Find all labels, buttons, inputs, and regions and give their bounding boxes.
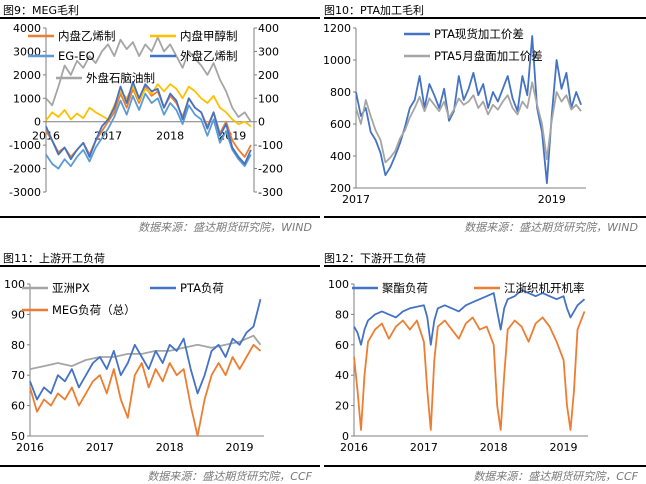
y-tick-label: 100 [328,278,349,291]
y-tick-label: 90 [11,308,25,321]
panel-rule-upstream-top [0,265,320,267]
series-line-3 [45,81,252,165]
y-tick-label: -1000 [9,139,41,152]
panel-rule-meg-bottom [0,216,320,218]
x-tick-label: 2018 [156,441,184,454]
x-tick-label: 2018 [480,441,508,454]
y-right-tick-label: 300 [258,45,279,58]
source-downstream: 数据来源：盛达期货研究院，CCF [473,470,638,483]
x-tick-label: 2017 [410,441,438,454]
legend-label-0: 内盘乙烯制 [58,29,116,43]
series-line-1 [29,298,262,401]
series-line-1 [353,311,586,431]
legend-label-2: MEG负荷（总） [52,303,136,317]
y-right-tick-label: 200 [258,69,279,82]
chart-upstream-load: 50 60 70 80 90 100 2016 2017 2018 2019 亚洲PX PTA负荷 ME… [4,278,264,454]
x-tick-label: 2016 [340,441,368,454]
y-tick-label: 600 [330,118,351,131]
y-tick-label: 2000 [13,69,41,82]
panel-rule-meg-top [0,17,320,19]
panel-rule-downstream-bottom [324,465,646,467]
y-right-tick-label: -300 [258,186,283,199]
x-tick-label: 2018 [156,130,184,143]
x-tick-label: 2016 [32,130,60,143]
chart-pta-margin: 200 400 600 800 1000 1200 2017 2019 PTA现货加工价差 PTA… [323,22,586,206]
legend-label-0: 亚洲PX [52,281,90,295]
legend-label-1: 内盘甲醇制 [180,29,238,43]
y-tick-label: 80 [335,308,349,321]
legend-label-0: PTA现货加工价差 [434,27,524,41]
y-tick-label: 0 [342,430,349,443]
panel-rule-upstream-bottom [0,465,320,467]
x-tick-label: 2017 [342,193,370,206]
legend-label-3: 外盘乙烯制 [180,49,238,63]
y-right-tick-label: -200 [258,163,283,176]
y-tick-label: 80 [11,339,25,352]
y-tick-label: 1200 [323,22,351,35]
legend-label-2: EG-EO [58,49,95,63]
panel-title-pta: 图10：PTA加工毛利 [324,4,425,17]
y-right-tick-label: 400 [258,22,279,35]
panel-rule-pta-bottom [324,216,646,218]
y-tick-label: 0 [34,116,41,129]
series-line-2 [29,343,262,437]
y-tick-label: 4000 [13,22,41,35]
legend-label-4: 外盘石脑油制 [86,71,155,85]
legend-label-1: PTA5月盘面加工价差 [434,49,543,63]
y-tick-label: 70 [11,369,25,382]
series-line-0 [355,35,582,185]
panel-title-upstream: 图11：上游开工负荷 [3,252,105,265]
y-tick-label: 100 [4,278,25,291]
y-tick-label: 1000 [13,92,41,105]
y-tick-label: 60 [335,339,349,352]
y-tick-label: 400 [330,150,351,163]
y-tick-label: -3000 [9,186,41,199]
y-tick-label: 200 [330,182,351,195]
chart-meg-margin: -3000-2000-100001000200030004000-300-200… [9,22,283,199]
source-upstream: 数据来源：盛达期货研究院，CCF [147,470,312,483]
source-meg: 数据来源：盛达期货研究院，WIND [138,221,312,234]
panel-title-downstream: 图12：下游开工负荷 [324,252,426,265]
y-right-tick-label: 0 [258,116,265,129]
y-tick-label: 60 [11,400,25,413]
panel-rule-pta-top [324,17,646,19]
x-tick-label: 2016 [16,441,44,454]
y-tick-label: -2000 [9,163,41,176]
x-tick-label: 2019 [538,193,566,206]
y-tick-label: 50 [11,430,25,443]
y-tick-label: 40 [335,369,349,382]
y-right-tick-label: 100 [258,92,279,105]
y-right-tick-label: -100 [258,139,283,152]
series-line-4 [45,36,252,123]
x-tick-label: 2019 [226,441,254,454]
legend-label-1: 江浙织机开机率 [504,281,585,295]
x-tick-label: 2019 [550,441,578,454]
y-tick-label: 1000 [323,54,351,67]
legend-label-0: 聚酯负荷 [382,281,428,295]
panel-title-meg: 图9：MEG毛利 [3,4,79,17]
series-line-1 [355,81,582,164]
legend-label-1: PTA负荷 [180,281,224,295]
series-line-0 [353,289,586,346]
y-tick-label: 800 [330,86,351,99]
chart-downstream-load: 0 20 40 60 80 100 2016 2017 2018 2019 聚酯负荷 江浙织机开机率 [328,278,588,454]
series-line-2 [45,92,252,170]
series-line-1 [45,83,252,128]
panel-rule-downstream-top [324,265,646,267]
y-tick-label: 20 [335,400,349,413]
x-tick-label: 2017 [86,441,114,454]
source-pta: 数据来源：盛达期货研究院，WIND [464,221,638,234]
